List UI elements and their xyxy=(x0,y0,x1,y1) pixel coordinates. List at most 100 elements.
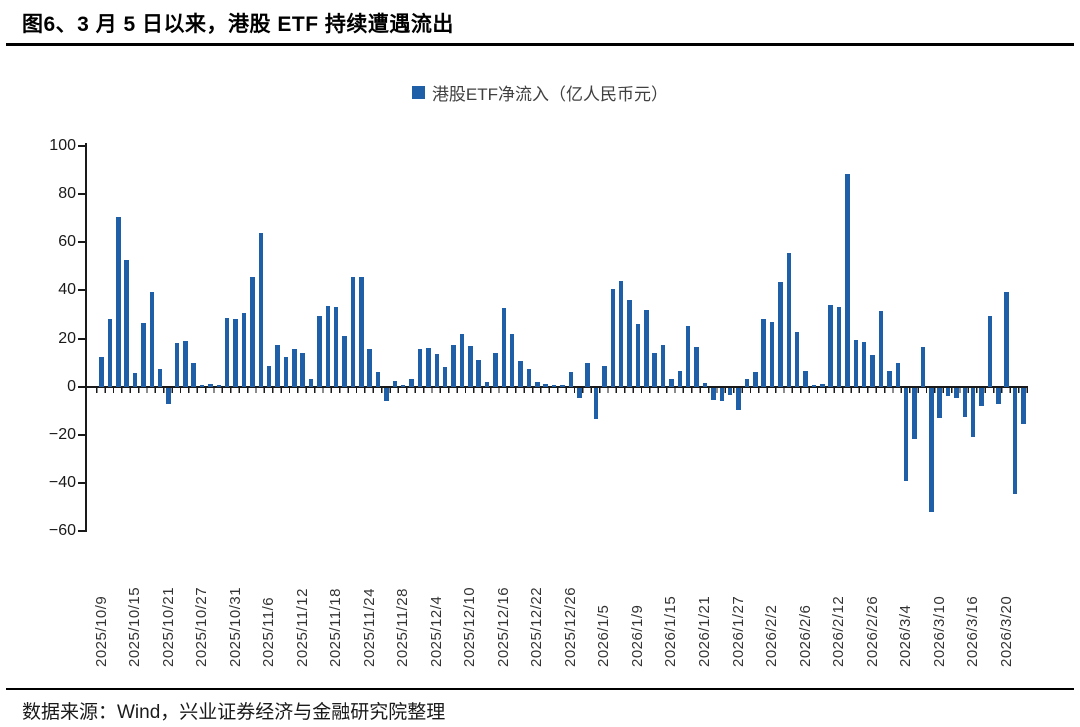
x-tick-label: 2025/12/26 xyxy=(561,586,579,667)
bar xyxy=(451,344,456,387)
bar xyxy=(711,387,716,400)
x-tick-label: 2025/12/4 xyxy=(427,595,445,667)
bar xyxy=(912,387,917,440)
bar xyxy=(325,306,331,387)
bar xyxy=(560,385,565,387)
y-axis-tick xyxy=(78,530,85,532)
bar xyxy=(585,362,590,387)
y-axis-tick xyxy=(78,193,85,196)
bar xyxy=(359,277,364,387)
y-axis-tick xyxy=(78,433,85,436)
figure-title: 图6、3 月 5 日以来，港股 ETF 持续遭遇流出 xyxy=(22,13,454,36)
bar xyxy=(778,281,783,387)
y-axis-tick xyxy=(78,481,85,484)
bar xyxy=(468,345,473,387)
title-divider xyxy=(6,43,1074,46)
x-tick-label: 2025/11/12 xyxy=(293,588,311,667)
bar xyxy=(987,315,993,387)
bar xyxy=(493,352,498,387)
bar xyxy=(476,360,481,387)
chart-legend: 港股ETF净流入（亿人民币元） xyxy=(0,82,1080,104)
bar xyxy=(317,315,322,387)
bar xyxy=(107,319,113,387)
bar xyxy=(719,387,724,401)
y-axis-line xyxy=(85,143,87,532)
bar xyxy=(602,366,607,387)
y-tick-label: 60 xyxy=(58,233,76,251)
bar xyxy=(836,307,842,387)
x-tick-label: 2025/10/27 xyxy=(193,586,211,667)
bar xyxy=(518,361,523,387)
bar xyxy=(677,370,683,387)
y-axis-tick xyxy=(78,145,85,147)
bar xyxy=(342,336,347,387)
y-tick-label: 0 xyxy=(67,377,76,395)
x-tick-label: 2025/11/24 xyxy=(360,588,378,667)
bar xyxy=(174,343,180,387)
bar xyxy=(149,291,155,387)
bar xyxy=(702,383,708,387)
bar xyxy=(962,387,968,417)
y-tick-label: 100 xyxy=(49,137,76,154)
bar xyxy=(535,381,540,387)
y-tick-label: −60 xyxy=(48,522,76,539)
x-tick-label: 2026/1/5 xyxy=(595,604,613,667)
bar xyxy=(577,387,582,399)
bar xyxy=(241,313,247,387)
bar xyxy=(694,346,699,387)
y-tick-label: 40 xyxy=(58,281,76,299)
y-axis-tick xyxy=(78,337,85,340)
bar xyxy=(753,372,758,387)
bar xyxy=(970,387,976,437)
bar xyxy=(199,385,205,387)
bar xyxy=(593,387,599,419)
bar xyxy=(1012,387,1018,494)
bar xyxy=(845,173,850,387)
bar xyxy=(526,368,532,387)
x-tick-label: 2026/3/20 xyxy=(997,595,1015,667)
bar xyxy=(920,346,926,387)
x-tick-label: 2025/10/21 xyxy=(159,586,177,667)
footer-divider xyxy=(6,688,1074,690)
bar xyxy=(501,308,507,387)
bar xyxy=(224,318,230,387)
bar xyxy=(870,355,875,387)
x-tick-label: 2026/1/21 xyxy=(695,595,713,667)
x-axis-ticks xyxy=(96,387,1028,393)
x-tick-label: 2026/2/26 xyxy=(863,595,881,667)
bar xyxy=(786,253,792,387)
bar xyxy=(275,344,280,387)
bar xyxy=(132,373,138,387)
y-axis-tick xyxy=(78,385,85,388)
legend-label: 港股ETF净流入（亿人民币元） xyxy=(431,84,669,104)
legend-swatch-icon xyxy=(411,85,425,99)
x-tick-label: 2025/11/18 xyxy=(327,588,345,667)
y-tick-label: −20 xyxy=(48,425,76,443)
bar xyxy=(820,384,825,387)
x-tick-label: 2025/10/15 xyxy=(126,586,144,667)
bar xyxy=(627,300,632,387)
x-tick-label: 2025/11/28 xyxy=(394,588,412,667)
bar xyxy=(442,367,448,387)
bar xyxy=(761,319,766,387)
bar xyxy=(887,370,892,387)
bar xyxy=(99,356,104,387)
bar xyxy=(610,289,616,387)
bar xyxy=(635,324,641,387)
bar xyxy=(484,381,490,387)
bar xyxy=(300,352,305,387)
x-tick-label: 2026/2/12 xyxy=(830,595,848,667)
bar xyxy=(979,387,984,406)
bar xyxy=(116,216,121,387)
x-tick-label: 2025/12/22 xyxy=(528,586,546,667)
bar xyxy=(283,356,289,387)
bar xyxy=(895,362,901,387)
bar xyxy=(1004,291,1009,387)
bar xyxy=(375,372,381,387)
bar xyxy=(509,333,515,387)
bar xyxy=(853,339,859,387)
bar xyxy=(208,384,213,387)
bar xyxy=(903,387,909,482)
y-tick-label: 80 xyxy=(58,185,76,203)
